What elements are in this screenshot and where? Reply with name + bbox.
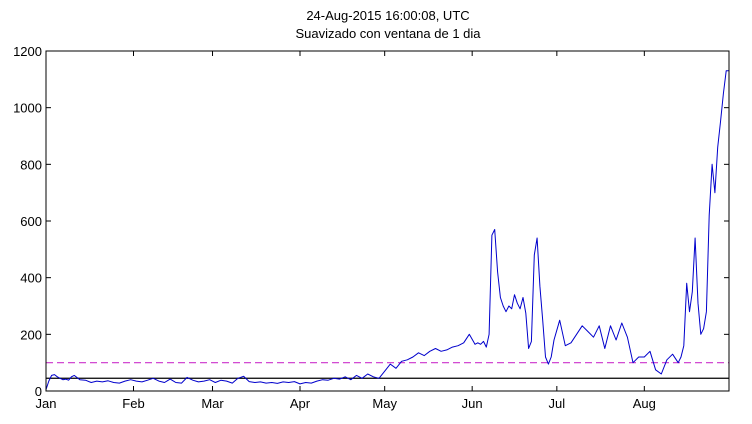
y-tick-label: 1000 — [13, 101, 42, 116]
x-tick-label: Apr — [290, 396, 311, 411]
x-tick-label: Jul — [549, 396, 566, 411]
chart-title: 24-Aug-2015 16:00:08, UTC — [306, 8, 469, 23]
chart-subtitle: Suavizado con ventana de 1 dia — [295, 26, 481, 41]
series-layer — [45, 70, 729, 390]
x-tick-label: Jan — [36, 396, 57, 411]
plot-background — [46, 51, 729, 391]
y-tick-label: 0 — [35, 384, 42, 399]
x-tick-label: Mar — [201, 396, 224, 411]
y-tick-label: 600 — [20, 214, 42, 229]
y-tick-label: 400 — [20, 271, 42, 286]
reference-lines — [46, 362, 729, 379]
y-tick-label: 800 — [20, 157, 42, 172]
x-tick-label: Jun — [462, 396, 483, 411]
x-tick-label: Aug — [633, 396, 656, 411]
plot-area — [46, 51, 729, 391]
y-tick-label: 200 — [20, 327, 42, 342]
x-tick-label: Feb — [122, 396, 144, 411]
x-tick-label: May — [372, 396, 397, 411]
ticks: Jan Feb Mar Apr May Jun Jul Aug 0 200 400 600 800 100… — [13, 44, 729, 411]
y-tick-label: 1200 — [13, 44, 42, 59]
series-line-0 — [45, 70, 729, 390]
